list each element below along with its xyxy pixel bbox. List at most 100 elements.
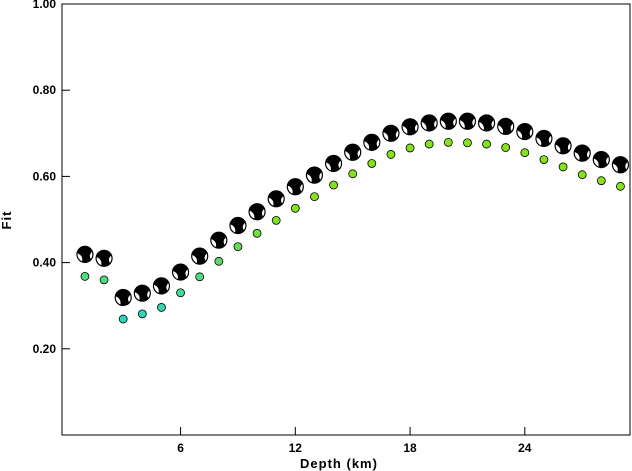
mechanism-outline xyxy=(229,216,247,235)
fit-dot xyxy=(329,180,338,190)
fit-dot xyxy=(577,170,587,180)
fit-dot xyxy=(424,139,434,149)
fit-dot xyxy=(596,176,606,186)
fit-dot xyxy=(214,256,224,266)
y-tick-label: 0.60 xyxy=(33,169,57,183)
fit-dot xyxy=(118,314,128,324)
fit-dot xyxy=(310,192,319,202)
mechanism-marker xyxy=(458,112,477,130)
mechanism-marker xyxy=(133,284,151,302)
mechanism-wedge xyxy=(402,125,408,135)
mechanism-wedge xyxy=(555,144,561,154)
fit-dot xyxy=(233,242,243,252)
mechanism-outline xyxy=(477,114,496,132)
mechanism-marker xyxy=(477,114,496,132)
mechanism-wedge xyxy=(344,151,351,160)
mechanism-outline xyxy=(95,249,113,267)
mechanism-wedge xyxy=(249,210,255,220)
mechanism-marker xyxy=(401,118,419,136)
mechanism-marker xyxy=(592,150,610,169)
mechanism-wedge xyxy=(382,132,389,141)
mechanism-outline xyxy=(248,203,266,221)
mechanism-wedge xyxy=(478,121,484,131)
mechanism-wedge xyxy=(153,284,159,294)
y-tick-label: 0.20 xyxy=(33,342,57,356)
mechanism-marker xyxy=(439,112,457,130)
mechanism-outline xyxy=(592,150,610,169)
fit-dot xyxy=(443,137,453,147)
fit-dot xyxy=(252,228,262,238)
mechanism-wedge xyxy=(134,291,140,301)
mechanism-wedge xyxy=(593,158,599,168)
mechanism-wedge xyxy=(516,130,523,140)
mechanism-marker xyxy=(535,129,553,148)
fit-dot xyxy=(195,272,205,282)
mechanism-outline xyxy=(535,129,553,148)
mechanism-marker xyxy=(210,231,228,249)
fit-dot xyxy=(271,215,281,225)
mechanism-marker xyxy=(420,114,438,132)
fit-dot xyxy=(99,275,109,285)
data-layer xyxy=(76,112,630,324)
fit-dot xyxy=(539,155,549,164)
mechanism-wedge xyxy=(440,119,446,129)
fit-dot xyxy=(463,138,472,148)
fit-dot xyxy=(405,143,415,153)
y-tick-label: 0.40 xyxy=(33,256,57,270)
mechanism-wedge xyxy=(268,197,274,207)
fit-dot xyxy=(482,139,491,149)
y-axis-title: Fit xyxy=(0,211,14,230)
mechanism-outline xyxy=(420,114,438,132)
mechanism-outline xyxy=(267,190,285,208)
fit-dot xyxy=(558,162,568,172)
plot-frame xyxy=(61,3,631,436)
mechanism-marker xyxy=(573,144,591,162)
mechanism-wedge xyxy=(325,162,331,171)
mechanism-marker xyxy=(114,288,132,307)
mechanism-outline xyxy=(210,231,228,249)
mechanism-wedge xyxy=(459,119,465,129)
mechanism-outline xyxy=(611,156,630,174)
mechanism-marker xyxy=(363,133,381,151)
mechanism-wedge xyxy=(210,238,217,248)
mechanism-outline xyxy=(516,122,534,141)
mechanism-marker xyxy=(286,178,304,196)
mechanism-marker xyxy=(152,277,171,295)
mechanism-wedge xyxy=(612,163,618,173)
fit-dot xyxy=(290,203,300,213)
mechanism-marker xyxy=(324,154,343,173)
mechanism-wedge xyxy=(574,151,580,161)
x-axis-ticks: 6 12 18 24 xyxy=(177,427,532,455)
fit-dot xyxy=(80,271,90,281)
mechanism-marker xyxy=(516,122,534,141)
mechanism-marker xyxy=(191,247,209,265)
mechanism-outline xyxy=(171,263,190,281)
x-tick-label: 24 xyxy=(518,441,532,455)
mechanism-marker xyxy=(267,190,285,208)
mechanism-wedge xyxy=(497,125,504,134)
fit-dot xyxy=(501,143,511,152)
mechanism-marker xyxy=(171,263,190,281)
mechanism-marker xyxy=(229,216,247,235)
mechanism-wedge xyxy=(287,185,293,195)
mechanism-wedge xyxy=(172,270,178,280)
mechanism-outline xyxy=(344,143,362,161)
fit-dot xyxy=(386,150,396,159)
mechanism-outline xyxy=(458,112,477,130)
mechanism-wedge xyxy=(96,257,102,266)
mechanism-marker xyxy=(95,249,113,267)
y-axis-ticks: 0.20 0.40 0.60 0.80 1.00 xyxy=(33,0,70,356)
mechanism-outline xyxy=(305,166,324,184)
fit-dot xyxy=(348,169,358,179)
mechanism-outline xyxy=(286,178,304,196)
fit-dot xyxy=(137,309,147,319)
fit-dot xyxy=(616,181,625,191)
x-tick-label: 18 xyxy=(403,441,417,455)
x-tick-label: 6 xyxy=(177,441,184,455)
mechanism-marker xyxy=(305,166,324,184)
mechanism-outline xyxy=(401,118,419,136)
mechanism-outline xyxy=(573,144,591,162)
mechanism-marker xyxy=(76,245,94,264)
y-tick-label: 1.00 xyxy=(33,0,57,11)
